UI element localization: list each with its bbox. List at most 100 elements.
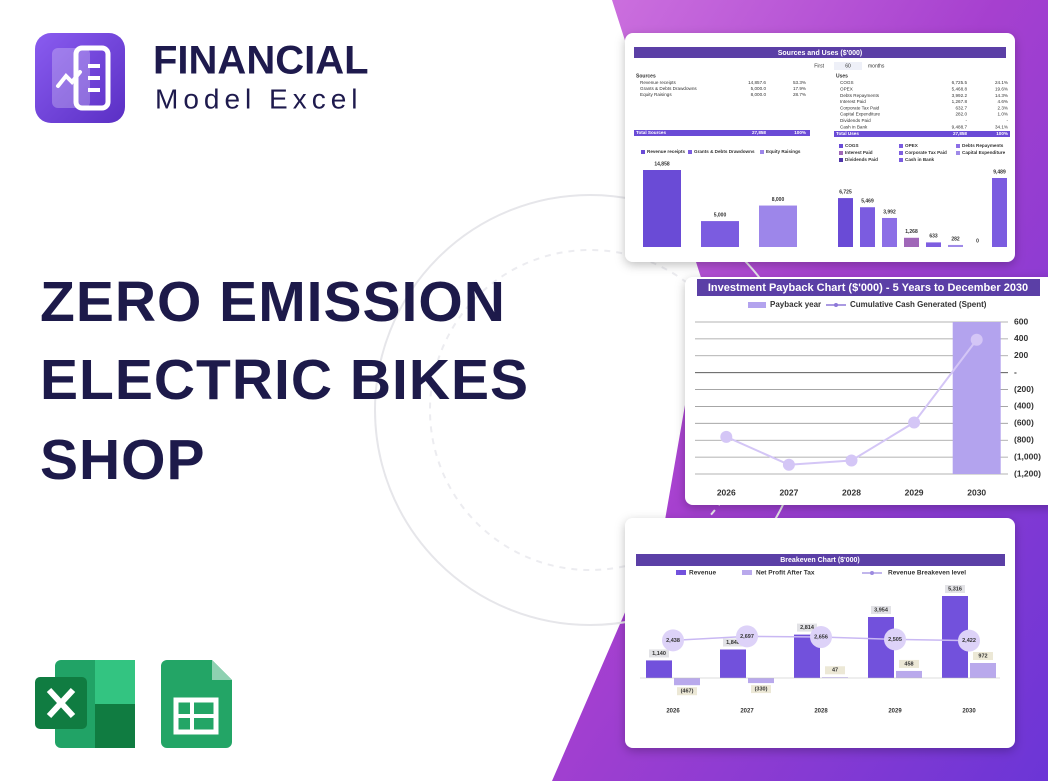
table-cell: 632.7: [956, 105, 968, 110]
data-label: 282: [951, 236, 960, 242]
data-label: 2,438: [666, 638, 680, 644]
legend-label: Capital Expenditure: [962, 150, 1006, 155]
table-total: 100%: [996, 131, 1008, 136]
table-cell: -: [1006, 118, 1008, 123]
period-label: First: [814, 63, 824, 69]
data-label: 14,858: [654, 161, 670, 167]
y-tick-label: (1,200): [1014, 468, 1041, 478]
bar: [748, 678, 774, 684]
legend-swatch: [956, 144, 960, 148]
logo: [35, 33, 125, 123]
table-cell: 5,000.0: [751, 86, 767, 91]
table-header: Uses: [836, 73, 848, 79]
period-unit: months: [868, 63, 885, 69]
line-marker: [958, 629, 980, 652]
legend-label: Revenue Breakeven level: [888, 570, 966, 577]
table-cell: 1,267.8: [952, 99, 968, 104]
table-cell: 19.6%: [995, 87, 1008, 92]
legend-label: Revenue: [689, 570, 716, 577]
data-label: 9,489: [993, 169, 1006, 175]
table-cell: Cash in Bank: [840, 124, 868, 129]
headline: SHOP: [40, 428, 206, 492]
table-cell: 2.3%: [998, 105, 1008, 110]
logo-doc: [52, 48, 90, 108]
table-cell: COGS: [840, 80, 854, 85]
legend-label: Interest Paid: [845, 150, 873, 155]
bar: [701, 221, 739, 247]
headline: ELECTRIC BIKES: [40, 348, 529, 412]
table-cell: Equity Raisings: [640, 92, 672, 97]
title-bar: [634, 47, 1006, 58]
table-cell: 24.1%: [995, 80, 1008, 85]
legend-label: Net Profit After Tax: [756, 570, 815, 577]
bar: [904, 237, 919, 247]
bar: [822, 677, 848, 678]
bar: [643, 170, 681, 247]
bar: [838, 198, 853, 247]
bar: [896, 670, 922, 678]
table-total: Total Sources: [636, 130, 666, 135]
line-marker: [782, 458, 795, 471]
table-cell: Corporate Tax Paid: [840, 105, 880, 110]
legend-swatch: [760, 150, 764, 154]
data-label: 633: [929, 234, 938, 240]
data-label: 5,000: [714, 212, 727, 218]
period-value: 60: [845, 63, 851, 69]
y-tick-label: -: [1014, 367, 1017, 377]
chart-title: Breakeven Chart ($'000): [780, 557, 859, 564]
label-box: [825, 666, 845, 675]
table-cell: 14,857.6: [748, 80, 766, 85]
table-cell: 34.1%: [995, 124, 1008, 129]
legend-marker: [870, 571, 874, 575]
period-box: [834, 62, 862, 70]
y-tick-label: (1,000): [1014, 451, 1041, 461]
label-box: [973, 652, 993, 661]
legend-swatch: [899, 158, 903, 162]
table-cell: Interest Paid: [840, 99, 866, 104]
excel-cell: [95, 704, 135, 748]
logo-icon: [35, 33, 125, 123]
legend-label: OPEX: [905, 143, 919, 148]
legend-label: Cumulative Cash Generated (Spent): [850, 300, 987, 309]
table-cell: Debts Repayments: [840, 93, 880, 98]
data-label: 1,140: [652, 651, 666, 657]
label-box: [945, 585, 965, 593]
bar: [992, 178, 1007, 247]
table-total: 27,858: [752, 130, 766, 135]
x-tick-label: 2028: [814, 709, 828, 715]
line-marker: [970, 333, 983, 346]
y-tick-label: 400: [1014, 333, 1028, 343]
data-label: 5,316: [948, 586, 962, 592]
legend-swatch: [641, 150, 645, 154]
data-label: 1,848: [726, 640, 740, 646]
x-tick-label: 2027: [779, 487, 798, 497]
legend-label: Debts Repayments: [962, 143, 1004, 148]
table-cell: Revenue receipts: [640, 80, 676, 85]
data-label: 8,000: [772, 197, 785, 203]
bar: [860, 207, 875, 247]
table-cell: 28.7%: [793, 92, 806, 97]
legend-swatch: [899, 144, 903, 148]
y-tick-label: (400): [1014, 401, 1034, 411]
label-box: [899, 659, 919, 668]
y-tick-label: (600): [1014, 418, 1034, 428]
line-marker: [736, 625, 758, 648]
table-cell: 3,992.2: [952, 93, 968, 98]
y-tick-label: 200: [1014, 350, 1028, 360]
x-tick-label: 2029: [888, 709, 902, 715]
data-label: (467): [681, 689, 694, 695]
total-bar: [634, 130, 810, 136]
line-marker: [810, 626, 832, 649]
legend-swatch: [839, 151, 843, 155]
excel-x: [46, 687, 76, 719]
logo-line: [56, 70, 82, 88]
bar: [970, 663, 996, 678]
data-label: 2,697: [740, 634, 754, 640]
label-box: [751, 685, 771, 694]
table-header: Sources: [636, 73, 656, 79]
line-marker: [908, 416, 921, 429]
label-box: [677, 687, 697, 696]
legend-label: Dividends Paid: [845, 157, 878, 162]
